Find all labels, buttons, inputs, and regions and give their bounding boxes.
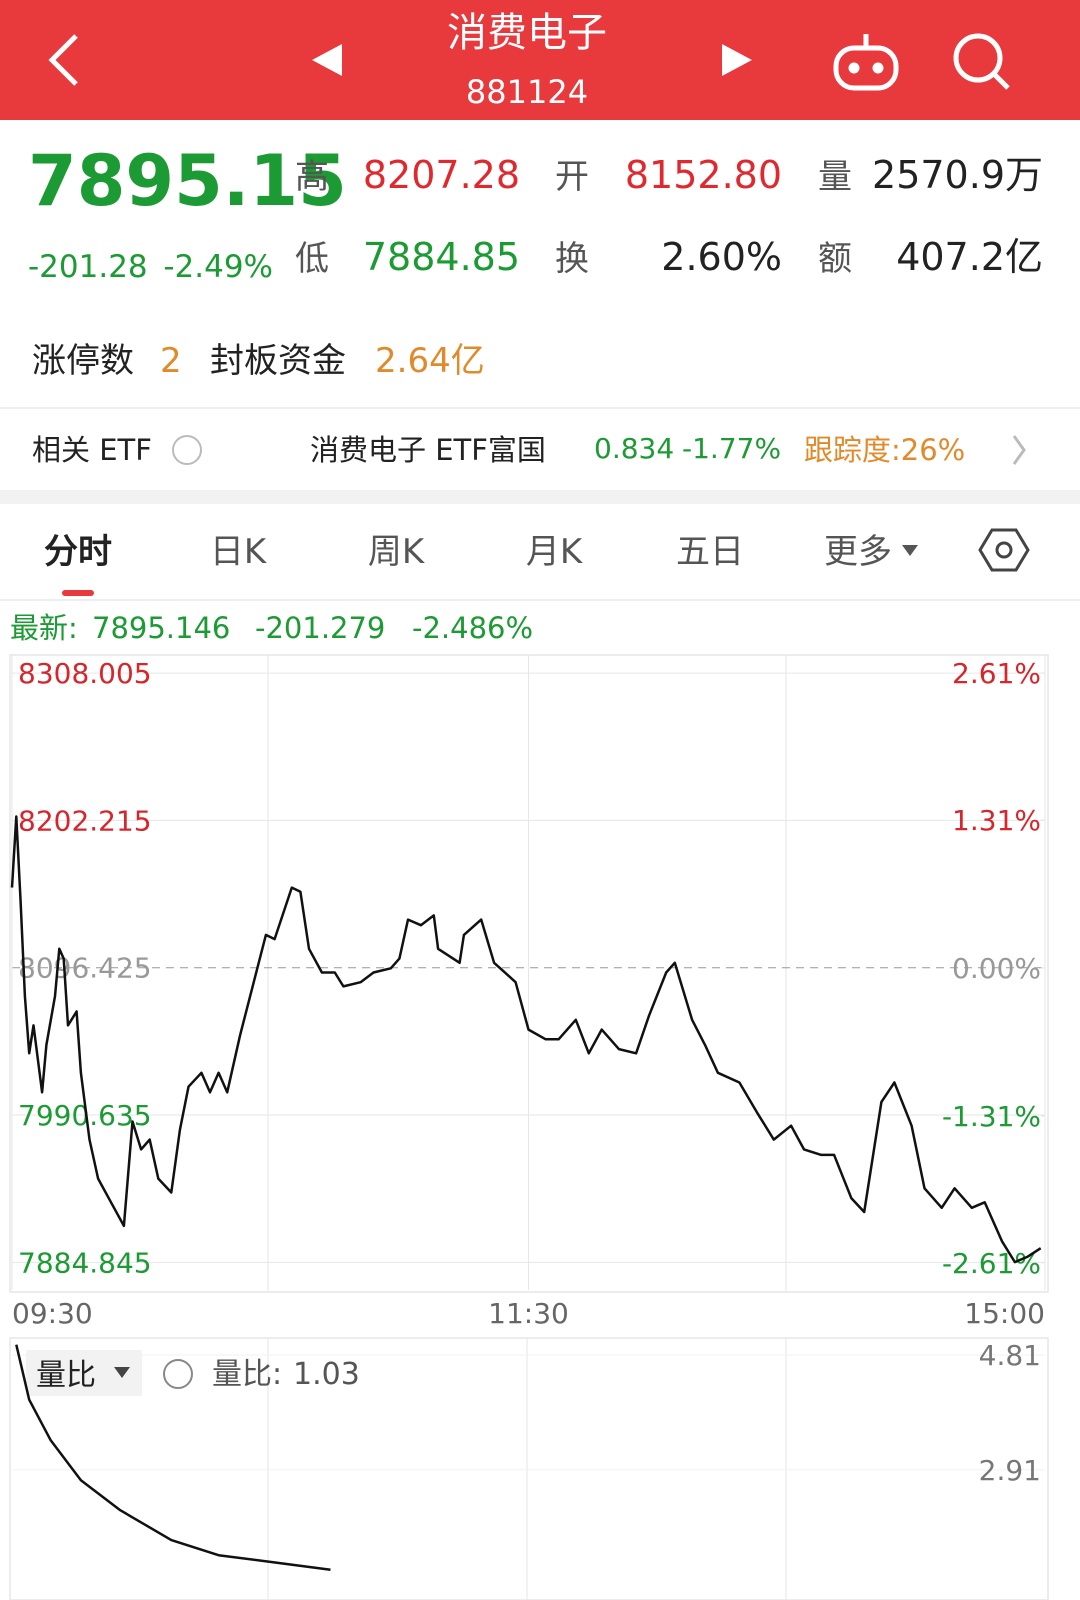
- title: 消费电子: [447, 10, 607, 56]
- header-bar: [0, 0, 1080, 120]
- etf-price: 0.834: [594, 432, 674, 465]
- chevron[interactable]: [1012, 435, 1026, 465]
- y2-tick-label: 2.61%: [952, 657, 1041, 690]
- stat-label: 量: [818, 157, 852, 197]
- price-line: [15, 1344, 331, 1571]
- y-tick-label: 8096.425: [18, 952, 152, 985]
- latest-change: -201.279: [255, 611, 385, 645]
- tab[interactable]: 日K: [210, 532, 268, 572]
- indicator-name[interactable]: 量比: [36, 1358, 96, 1393]
- sub-chart-frame: [9, 1337, 1049, 1600]
- x-tick-label: 09:30: [12, 1297, 93, 1330]
- y-tick-label: 8308.005: [18, 657, 152, 690]
- fund-label: 封板资金: [210, 341, 346, 381]
- y-tick-label: 4.81: [979, 1339, 1041, 1372]
- y2-tick-label: 1.31%: [952, 804, 1041, 837]
- x-tick-label: 11:30: [488, 1297, 569, 1330]
- etf-change: -1.77%: [682, 432, 781, 465]
- etf-label: 相关 ETF: [32, 433, 152, 467]
- y2-tick-label: -1.31%: [942, 1100, 1041, 1133]
- back-button[interactable]: [48, 34, 78, 86]
- fund-value: 2.64亿: [375, 341, 485, 381]
- etf-name[interactable]: 消费电子 ETF富国: [310, 433, 546, 467]
- stat-value: 2570.9万: [872, 153, 1043, 197]
- y-tick-label: 7884.845: [18, 1246, 152, 1279]
- stat-value: 8152.80: [625, 153, 782, 197]
- stat-label: 换: [555, 239, 589, 279]
- tab[interactable]: 周K: [368, 532, 426, 572]
- tab[interactable]: 更多: [824, 532, 892, 572]
- robot-icon[interactable]: [833, 34, 899, 91]
- readout-value: 1.03: [293, 1357, 360, 1392]
- code: 881124: [466, 73, 588, 111]
- help-icon[interactable]: [172, 435, 202, 465]
- tab[interactable]: 五日: [676, 532, 744, 572]
- stat-value: 8207.28: [363, 153, 520, 197]
- stat-label: 低: [295, 239, 329, 279]
- search-icon[interactable]: [953, 33, 1010, 90]
- limit-count: 2: [160, 341, 182, 381]
- latest-label: 最新:: [10, 611, 78, 645]
- prev-button[interactable]: [312, 44, 342, 76]
- latest-price: 7895.146: [92, 611, 230, 645]
- settings-icon[interactable]: [978, 528, 1030, 572]
- stat-value: 2.60%: [661, 235, 782, 279]
- stat-label: 开: [555, 157, 589, 197]
- stat-value: 7884.85: [363, 235, 520, 279]
- separator: [0, 490, 1080, 504]
- tab-indicator: [62, 590, 94, 596]
- price: 7895.15: [28, 140, 347, 222]
- y2-tick-label: -2.61%: [942, 1247, 1041, 1280]
- stat-label: 额: [818, 239, 852, 279]
- tab[interactable]: 月K: [526, 532, 584, 572]
- dropdown-arrow: [902, 545, 918, 556]
- readout-label: 量比:: [212, 1357, 282, 1392]
- help-icon[interactable]: [163, 1359, 193, 1389]
- stat-value: 407.2亿: [896, 235, 1043, 279]
- limit-label: 涨停数: [32, 341, 134, 381]
- dropdown-arrow: [114, 1367, 130, 1378]
- y-tick-label: 2.91: [979, 1454, 1041, 1487]
- x-tick-label: 15:00: [964, 1297, 1045, 1330]
- y-tick-label: 8202.215: [18, 804, 152, 837]
- next-button[interactable]: [722, 44, 752, 76]
- y2-tick-label: 0.00%: [952, 952, 1041, 985]
- change-pct: -2.49%: [163, 249, 273, 285]
- stat-label: 高: [295, 157, 329, 197]
- tab[interactable]: 分时: [44, 532, 112, 572]
- etf-tracking: 跟踪度:26%: [804, 433, 965, 467]
- latest-pct: -2.486%: [412, 611, 533, 645]
- price-line: [10, 815, 1042, 1264]
- change: -201.28: [28, 249, 148, 285]
